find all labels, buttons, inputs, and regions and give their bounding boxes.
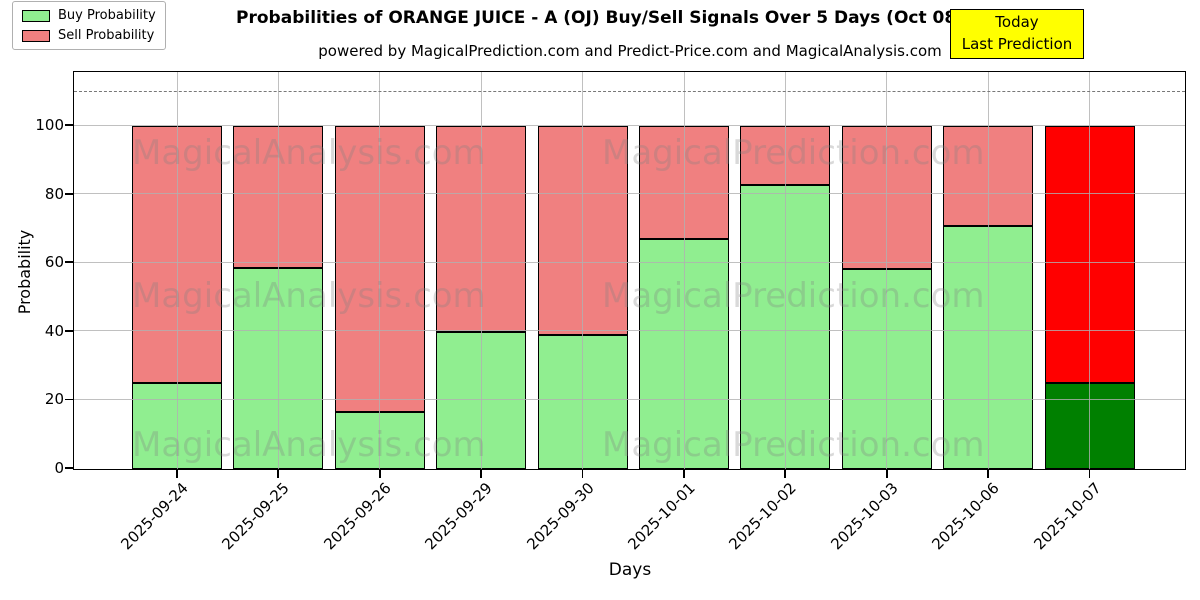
legend-label-buy: Buy Probability — [58, 8, 156, 23]
x-axis-tick — [885, 470, 888, 478]
vertical-gridline — [784, 72, 786, 469]
chart-title: Probabilities of ORANGE JUICE - A (OJ) B… — [236, 8, 964, 28]
vertical-gridline — [176, 72, 178, 469]
y-tick-label: 100 — [35, 116, 64, 135]
x-axis-tick — [1088, 470, 1091, 478]
x-tick-label: 2025-09-25 — [218, 479, 294, 554]
x-axis-tick — [987, 470, 989, 478]
today-annotation-box: Today Last Prediction — [950, 9, 1084, 59]
x-axis-tick — [176, 470, 178, 478]
y-tick-label: 0 — [54, 459, 64, 477]
horizontal-gridline — [74, 193, 1185, 195]
y-tick-label: 80 — [44, 184, 64, 203]
x-tick-label: 2025-10-03 — [827, 479, 902, 554]
y-axis-tick — [65, 329, 73, 332]
x-axis-tick — [277, 470, 280, 478]
x-axis-tick — [480, 470, 482, 478]
legend-item-buy: Buy Probability — [22, 8, 156, 23]
horizontal-gridline — [74, 261, 1185, 263]
x-axis-tick — [683, 470, 685, 478]
horizontal-gridline — [74, 398, 1185, 400]
y-axis-tick — [65, 467, 73, 469]
horizontal-gridline — [74, 124, 1185, 126]
vertical-gridline — [277, 72, 279, 469]
x-tick-label: 2025-09-26 — [320, 479, 395, 554]
legend: Buy Probability Sell Probability — [12, 1, 166, 50]
x-tick-label: 2025-10-07 — [1029, 479, 1105, 554]
vertical-gridline — [582, 72, 584, 469]
x-tick-label: 2025-10-02 — [725, 479, 801, 554]
y-tick-label: 60 — [44, 253, 64, 272]
x-axis-label: Days — [608, 560, 652, 580]
x-tick-label: 2025-09-24 — [117, 479, 192, 554]
chart-subtitle: powered by MagicalPrediction.com and Pre… — [318, 42, 942, 60]
plot-area: 2025-09-24 2025-09-25 2025-09-26 2025-09-29… — [35, 71, 1186, 553]
y-axis-tick — [65, 124, 73, 127]
horizontal-gridline — [74, 330, 1185, 332]
y-axis-tick — [65, 398, 73, 401]
sell-color-swatch — [22, 29, 50, 42]
threshold-dashed-line — [74, 90, 1185, 92]
x-tick-label: 2025-09-29 — [421, 479, 496, 554]
y-tick-label: 20 — [44, 390, 64, 409]
annotation-line-1: Today — [995, 13, 1039, 32]
vertical-gridline — [379, 72, 381, 469]
x-axis-tick — [581, 470, 584, 478]
x-tick-label: 2025-09-30 — [522, 479, 598, 554]
x-tick-label: 2025-10-01 — [624, 479, 699, 554]
x-axis-tick — [378, 470, 381, 478]
buy-color-swatch — [22, 9, 50, 22]
y-axis-label: Probability — [15, 229, 34, 315]
x-tick-label: 2025-10-06 — [928, 479, 1003, 554]
vertical-gridline — [1089, 72, 1091, 469]
y-axis-tick — [65, 192, 73, 195]
legend-label-sell: Sell Probability — [58, 28, 155, 43]
y-tick-label: 40 — [44, 321, 64, 340]
vertical-gridline — [683, 72, 685, 469]
vertical-gridline — [987, 72, 989, 469]
annotation-line-2: Last Prediction — [961, 35, 1073, 53]
vertical-gridline — [480, 72, 482, 469]
legend-item-sell: Sell Probability — [22, 28, 156, 43]
x-axis-tick — [784, 470, 787, 478]
vertical-gridline — [886, 72, 888, 469]
y-axis-tick — [65, 261, 73, 264]
